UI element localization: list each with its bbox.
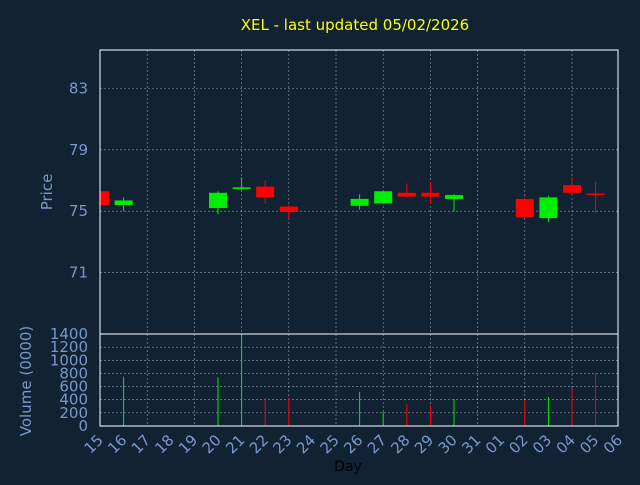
candle-02 bbox=[515, 197, 534, 218]
x-tick-label: 22 bbox=[246, 431, 272, 457]
candle-22 bbox=[256, 180, 275, 204]
candle-body bbox=[256, 186, 275, 198]
candle-body bbox=[232, 187, 251, 189]
x-tick-label: 26 bbox=[340, 431, 366, 457]
volume-tick-label: 600 bbox=[59, 378, 88, 396]
volume-tick-label: 1200 bbox=[50, 338, 88, 356]
candle-body bbox=[397, 192, 416, 197]
volume-tick-label: 200 bbox=[59, 404, 88, 422]
volume-grid bbox=[100, 334, 618, 426]
x-tick-label: 27 bbox=[364, 431, 390, 457]
x-tick-label: 30 bbox=[435, 431, 461, 457]
candle-body bbox=[374, 191, 393, 204]
x-tick-label: 04 bbox=[553, 431, 579, 457]
x-tick-label: 05 bbox=[576, 431, 602, 457]
candles bbox=[99, 177, 605, 222]
candle-03 bbox=[539, 195, 558, 222]
candle-body bbox=[586, 193, 605, 196]
candle-30 bbox=[445, 194, 463, 212]
volume-tick-label: 400 bbox=[59, 391, 88, 409]
candle-body bbox=[114, 200, 133, 206]
x-tick-label: 18 bbox=[151, 431, 177, 457]
candle-body bbox=[100, 191, 109, 206]
x-tick-label: 06 bbox=[600, 431, 626, 457]
x-tick-label: 28 bbox=[387, 431, 413, 457]
volume-tick-label: 0 bbox=[78, 417, 88, 435]
price-tick-label: 79 bbox=[69, 141, 88, 159]
x-tick-label: 15 bbox=[81, 431, 107, 457]
price-panel-frame bbox=[99, 49, 619, 335]
candle-29 bbox=[421, 182, 440, 204]
candle-body bbox=[539, 197, 558, 219]
price-grid bbox=[100, 50, 618, 334]
x-tick-label: 02 bbox=[505, 431, 531, 457]
candle-16 bbox=[114, 197, 133, 212]
candle-04 bbox=[563, 177, 581, 196]
x-tick-labels: 1516171819202122232425262728293031010203… bbox=[81, 431, 626, 457]
candle-27 bbox=[374, 191, 393, 204]
price-tick-label: 83 bbox=[69, 79, 88, 97]
x-tick-label: 25 bbox=[317, 431, 343, 457]
candle-23 bbox=[279, 205, 298, 219]
x-tick-label: 16 bbox=[104, 431, 130, 457]
volume-axis-label: Volume (0000) bbox=[17, 326, 35, 436]
volume-tick-label: 800 bbox=[59, 364, 88, 382]
candle-body bbox=[445, 195, 463, 199]
candle-body bbox=[563, 185, 581, 193]
x-tick-label: 23 bbox=[269, 431, 295, 457]
volume-tick-label: 1000 bbox=[50, 351, 88, 369]
candle-05 bbox=[586, 182, 605, 213]
x-tick-label: 31 bbox=[458, 431, 484, 457]
candle-28 bbox=[397, 183, 416, 198]
x-tick-label: 29 bbox=[411, 431, 437, 457]
candle-body bbox=[209, 192, 227, 209]
x-tick-label: 17 bbox=[128, 431, 154, 457]
candle-20 bbox=[209, 191, 227, 215]
x-tick-label: 03 bbox=[529, 431, 555, 457]
volume-tick-label: 1400 bbox=[50, 325, 88, 343]
chart-title: XEL - last updated 05/02/2026 bbox=[241, 16, 469, 34]
volume-panel-frame bbox=[99, 333, 619, 427]
candle-15 bbox=[99, 191, 109, 206]
price-y-ticks: 71 75 79 83 bbox=[69, 79, 88, 281]
price-tick-label: 75 bbox=[69, 202, 88, 220]
x-tick-label: 20 bbox=[199, 431, 225, 457]
x-tick-label: 24 bbox=[293, 431, 319, 457]
candle-body bbox=[279, 206, 298, 212]
x-tick-label: 19 bbox=[175, 431, 201, 457]
x-axis-label: Day bbox=[334, 459, 362, 475]
volume-bars bbox=[123, 334, 597, 426]
x-tick-label: 21 bbox=[222, 431, 248, 457]
price-axis-label: Price bbox=[38, 174, 56, 211]
x-tick-label: 01 bbox=[482, 431, 508, 457]
candle-21 bbox=[232, 177, 251, 190]
candle-body bbox=[515, 198, 534, 218]
candle-body bbox=[421, 192, 440, 197]
price-tick-label: 71 bbox=[69, 264, 88, 282]
candle-26 bbox=[350, 194, 369, 210]
candle-body bbox=[350, 198, 369, 206]
